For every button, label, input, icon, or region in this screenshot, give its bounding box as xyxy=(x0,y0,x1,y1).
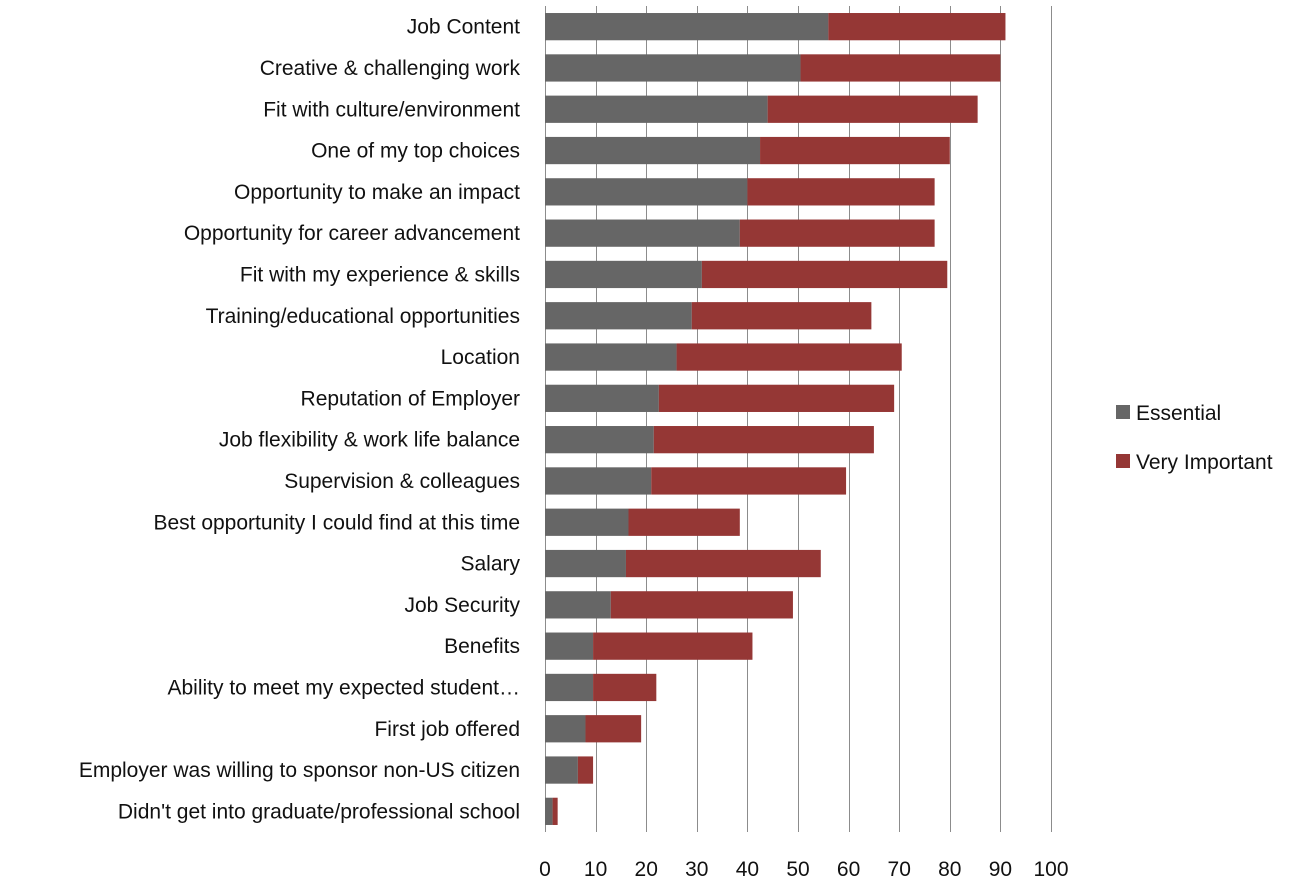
bar-essential xyxy=(545,343,677,371)
bar-very-important xyxy=(593,632,753,660)
category-label: Fit with my experience & skills xyxy=(240,263,520,286)
legend-label: Very Important xyxy=(1136,451,1273,474)
bar-very-important xyxy=(767,95,978,123)
x-tick-label: 70 xyxy=(888,858,911,881)
legend-label: Essential xyxy=(1136,402,1221,425)
x-tick-label: 30 xyxy=(685,858,708,881)
x-tick-label: 40 xyxy=(736,858,759,881)
category-label: Employer was willing to sponsor non-US c… xyxy=(79,759,520,782)
bars xyxy=(545,13,1006,825)
bar-very-important xyxy=(691,302,872,330)
bar-essential xyxy=(545,673,594,702)
category-label: Reputation of Employer xyxy=(301,387,520,410)
bar-essential xyxy=(545,797,553,825)
bar-essential xyxy=(545,136,761,165)
x-axis-tick-labels: 0 10 20 30 40 50 60 70 80 90 100 xyxy=(539,858,1068,881)
x-tick-label: 10 xyxy=(584,858,607,881)
bar-very-important xyxy=(760,136,950,165)
category-label: Salary xyxy=(460,553,520,576)
bar-essential xyxy=(545,260,702,289)
bar-very-important xyxy=(577,756,594,784)
category-label: Ability to meet my expected student… xyxy=(168,676,521,699)
bar-essential xyxy=(545,756,578,784)
bar-very-important xyxy=(628,508,740,536)
bar-very-important xyxy=(800,54,1001,82)
category-label: Didn't get into graduate/professional sc… xyxy=(118,800,520,823)
category-label: Location xyxy=(441,346,520,369)
x-tick-label: 90 xyxy=(989,858,1012,881)
bar-very-important xyxy=(658,384,895,412)
legend: Essential Very Important xyxy=(1116,402,1273,474)
x-tick-label: 60 xyxy=(837,858,860,881)
bar-essential xyxy=(545,302,692,330)
bar-very-important xyxy=(739,219,935,247)
category-label: Training/educational opportunities xyxy=(206,305,520,328)
category-label: Benefits xyxy=(444,635,520,658)
bar-very-important xyxy=(747,178,935,206)
bar-very-important xyxy=(593,673,657,702)
category-label: Opportunity for career advancement xyxy=(184,222,520,245)
x-tick-label: 20 xyxy=(635,858,658,881)
bar-essential xyxy=(545,95,768,123)
category-label: Fit with culture/environment xyxy=(263,98,520,121)
legend-swatch xyxy=(1116,454,1130,468)
category-label: Supervision & colleagues xyxy=(284,470,520,493)
bar-very-important xyxy=(701,260,948,289)
bar-very-important xyxy=(585,715,642,743)
x-tick-label: 50 xyxy=(786,858,809,881)
bar-very-important xyxy=(653,426,874,454)
bar-essential xyxy=(545,549,626,578)
bar-essential xyxy=(545,178,748,206)
legend-swatch xyxy=(1116,405,1130,419)
bar-very-important xyxy=(625,549,821,578)
gridlines xyxy=(545,6,1052,832)
bar-essential xyxy=(545,426,654,454)
bar-essential xyxy=(545,632,594,660)
category-label: First job offered xyxy=(374,718,520,741)
category-labels: Job Content Creative & challenging work Fi… xyxy=(79,16,521,824)
category-label: Job flexibility & work life balance xyxy=(219,429,520,452)
bar-very-important xyxy=(552,797,558,825)
bar-essential xyxy=(545,384,659,412)
category-label: Opportunity to make an impact xyxy=(234,181,520,204)
bar-essential xyxy=(545,715,586,743)
bar-essential xyxy=(545,13,829,41)
bar-very-important xyxy=(676,343,902,371)
x-tick-label: 80 xyxy=(938,858,961,881)
bar-very-important xyxy=(828,13,1006,41)
category-label: One of my top choices xyxy=(311,140,520,163)
x-tick-label: 0 xyxy=(539,858,551,881)
category-label: Creative & challenging work xyxy=(260,57,521,80)
bar-very-important xyxy=(651,467,847,495)
category-label: Job Security xyxy=(404,594,520,617)
x-tick-label: 100 xyxy=(1033,858,1068,881)
bar-essential xyxy=(545,591,611,619)
bar-essential xyxy=(545,54,801,82)
bar-essential xyxy=(545,467,652,495)
bar-very-important xyxy=(610,591,793,619)
bar-essential xyxy=(545,219,740,247)
category-label: Job Content xyxy=(407,16,520,39)
bar-essential xyxy=(545,508,629,536)
category-label: Best opportunity I could find at this ti… xyxy=(153,511,520,534)
